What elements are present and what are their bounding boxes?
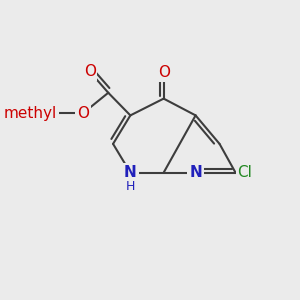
Text: N: N bbox=[124, 165, 137, 180]
Text: O: O bbox=[77, 106, 89, 121]
Text: O: O bbox=[84, 64, 96, 79]
Text: H: H bbox=[126, 180, 135, 193]
Text: methyl: methyl bbox=[4, 106, 57, 121]
Text: Cl: Cl bbox=[237, 165, 252, 180]
Text: O: O bbox=[158, 65, 169, 80]
Text: N: N bbox=[189, 165, 202, 180]
